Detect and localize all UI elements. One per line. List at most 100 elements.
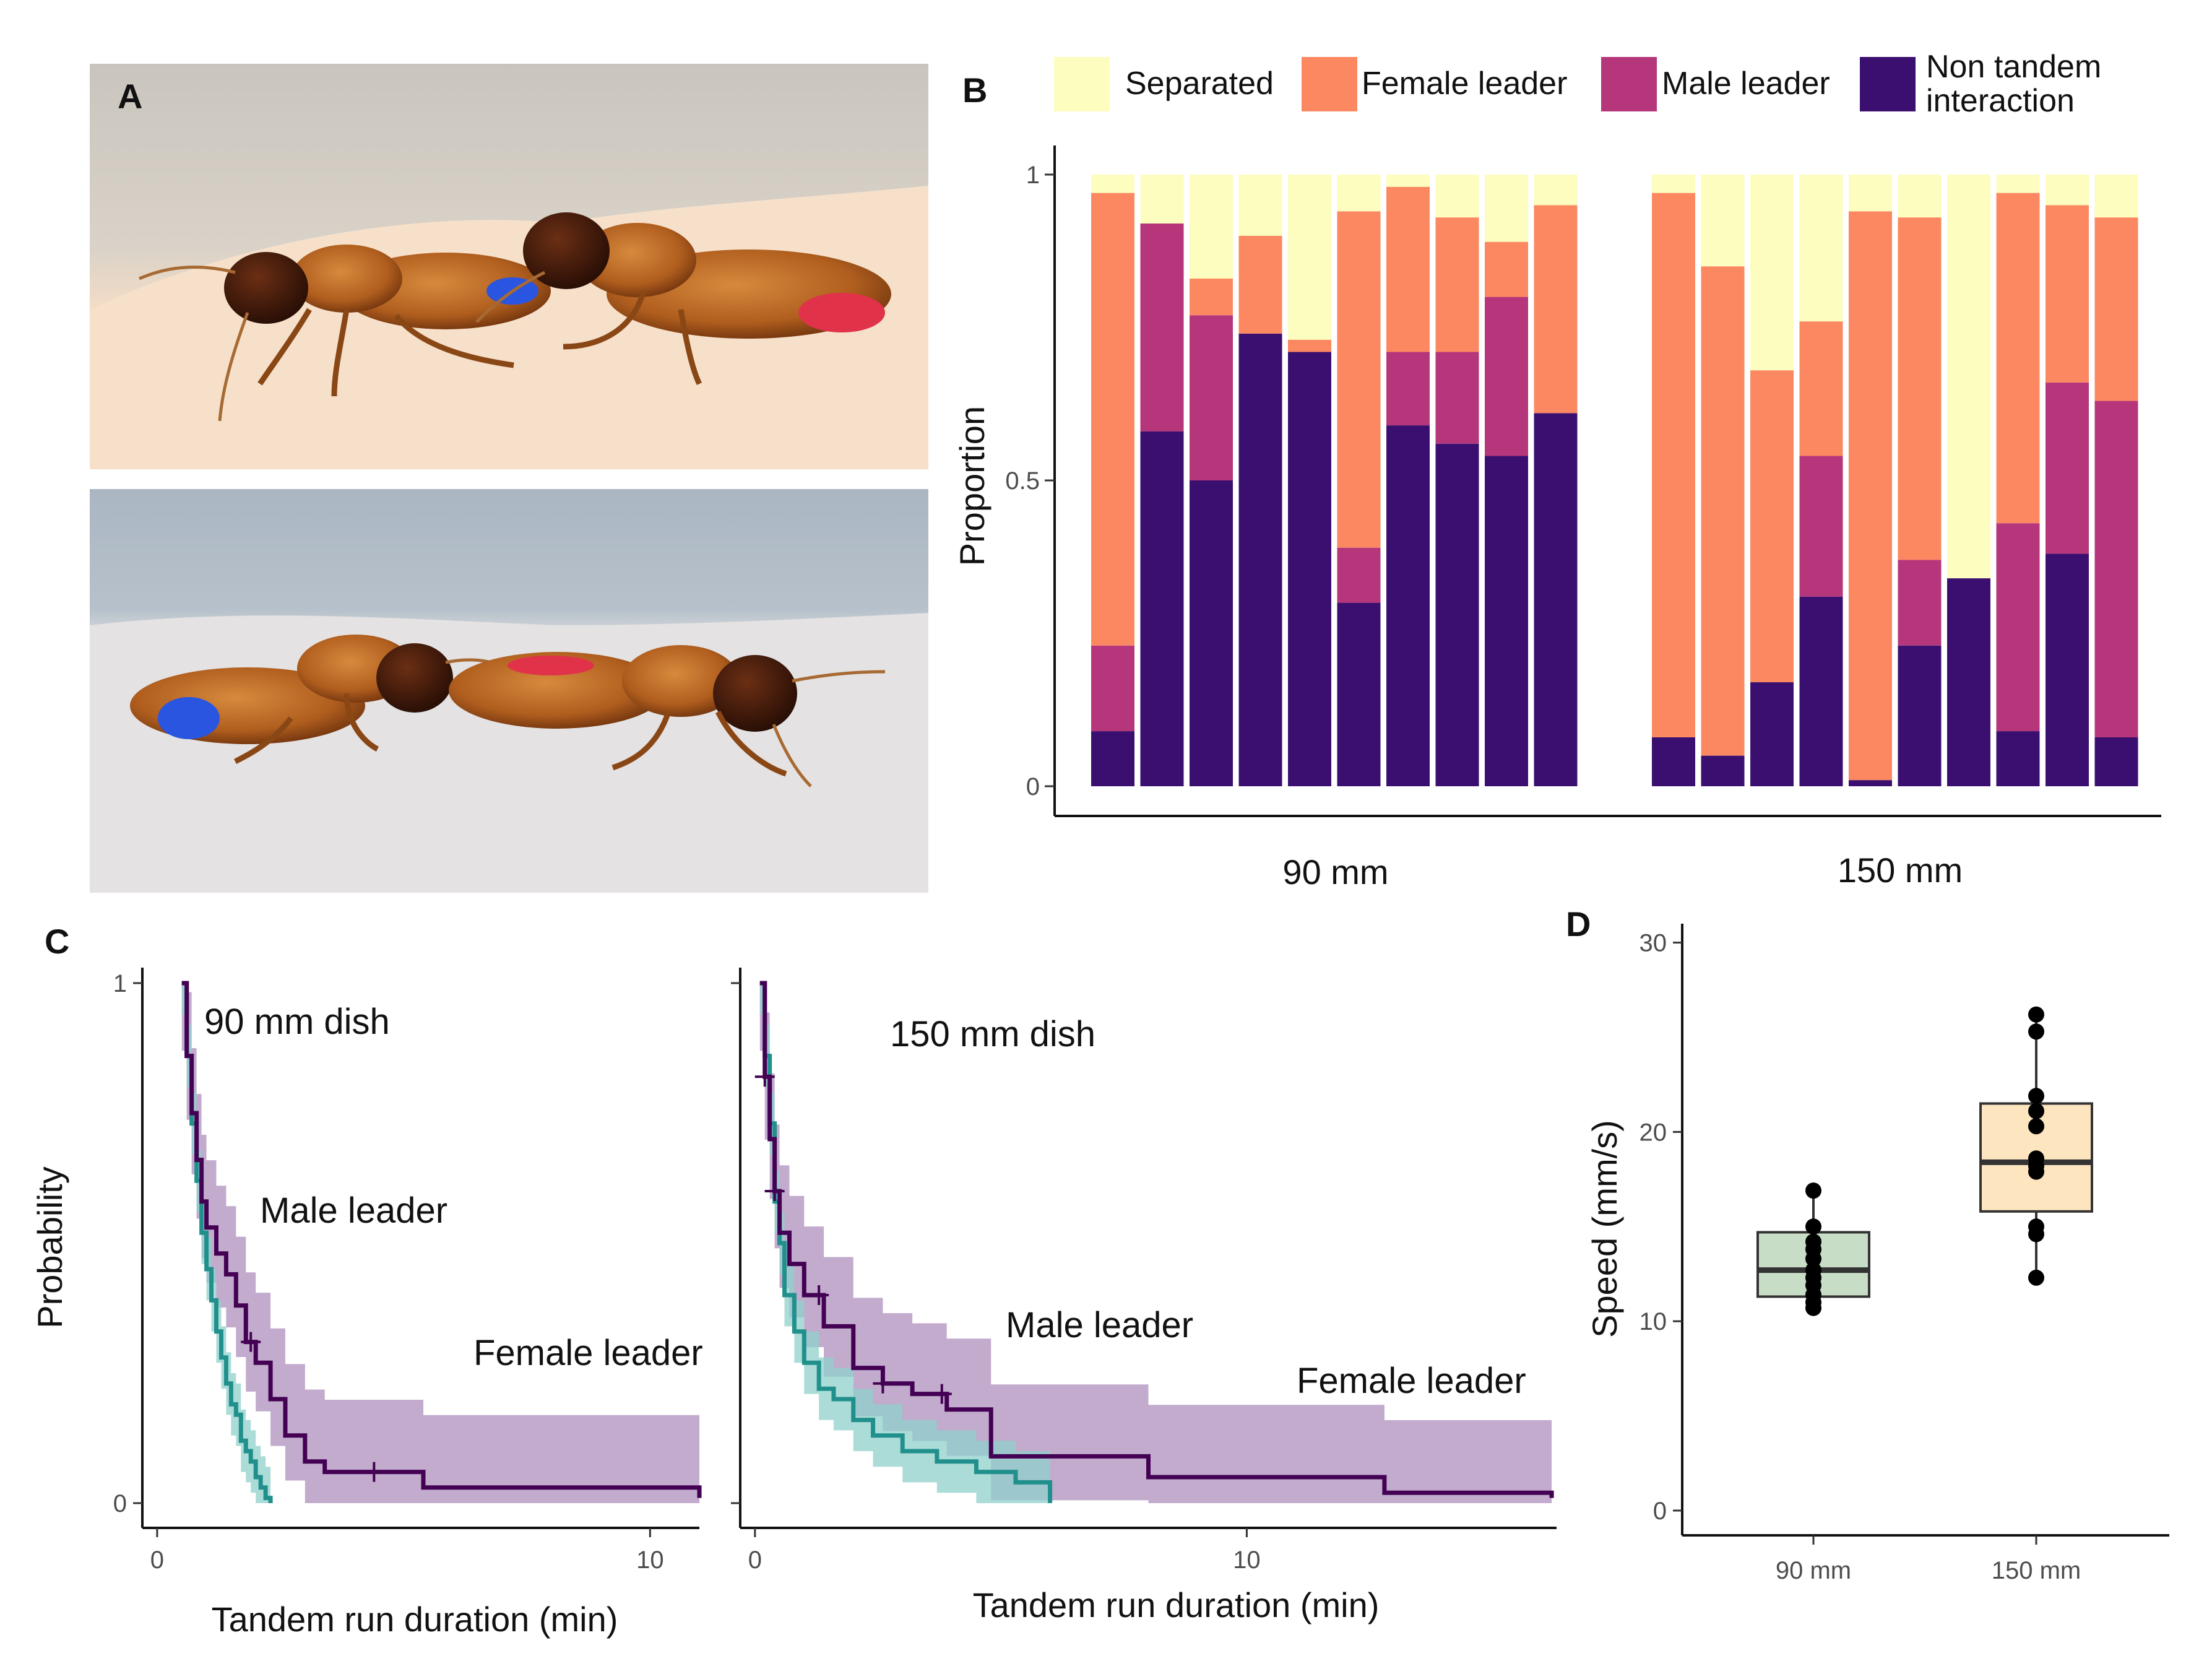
y-tick-label: 30 xyxy=(1640,930,1667,957)
bar-segment-separated xyxy=(1652,175,1695,193)
bar-segment-female-leader xyxy=(1485,241,1528,297)
termite-with-red-mark xyxy=(475,212,891,386)
x-axis-title: Tandem run duration (min) xyxy=(212,1600,618,1639)
y-tick-label: 1 xyxy=(1026,162,1040,189)
bar-segment-female-leader xyxy=(1996,193,2040,524)
data-point xyxy=(2028,1118,2044,1135)
y-axis-title: Speed (mm/s) xyxy=(1585,1120,1624,1338)
bar-segment-male-leader xyxy=(1386,352,1430,426)
box-plot: 0 10 20 30 Speed (mm/s) 90 mm 150 mm xyxy=(1585,924,2169,1584)
bar-segment-female-leader xyxy=(1386,186,1430,352)
plot-subtitle: 90 mm dish xyxy=(204,1002,390,1042)
legend-label: Male leader xyxy=(1662,66,1830,102)
legend-swatch xyxy=(1601,57,1657,111)
censor-mark xyxy=(931,1384,952,1404)
bar-segment-separated xyxy=(1386,175,1430,187)
bar-segment-non-tandem-interaction xyxy=(1701,755,1745,786)
bars xyxy=(1091,175,2138,786)
bar-segment-male-leader xyxy=(1190,315,1233,480)
data-point xyxy=(2028,1218,2044,1235)
survival-plot-90mm: 0 10 0 1 Probability Tandem run duration (min… xyxy=(30,968,702,1639)
bar-segment-male-leader xyxy=(2046,382,2089,554)
bar-segment-non-tandem-interaction xyxy=(2094,737,2138,786)
bar-segment-male-leader xyxy=(1435,352,1479,444)
plot-subtitle: 150 mm dish xyxy=(890,1014,1095,1054)
bar-segment-female-leader xyxy=(1288,339,1331,352)
legend-label: Non tandem xyxy=(1926,49,2101,85)
bar-segment-non-tandem-interaction xyxy=(1996,731,2040,786)
bar-segment-non-tandem-interaction xyxy=(1288,352,1331,786)
panel-letter-b: B xyxy=(962,71,987,110)
bar-segment-non-tandem-interaction xyxy=(1337,602,1381,786)
y-tick-label: 0 xyxy=(1026,773,1040,800)
y-tick-label: 0.5 xyxy=(1005,467,1040,495)
bar-segment-female-leader xyxy=(1701,266,1745,756)
bar-segment-non-tandem-interaction xyxy=(1386,425,1430,786)
panel-d-box-plot: D 0 10 20 30 Speed (mm/s) 90 mm 150 mm xyxy=(1566,904,2169,1584)
data-point xyxy=(2028,1023,2044,1040)
bar-segment-non-tandem-interaction xyxy=(1652,737,1695,786)
data-point xyxy=(2028,1103,2044,1119)
bar-segment-separated xyxy=(1337,175,1381,212)
survival-curve-male-leader xyxy=(181,981,273,1503)
confidence-band-female-leader xyxy=(181,983,700,1503)
termite-with-blue-mark xyxy=(139,245,551,422)
bar-segment-male-leader xyxy=(1996,523,2040,732)
bar-segment-separated xyxy=(1799,175,1843,322)
censor-mark xyxy=(809,1285,829,1305)
panel-b-stacked-bar-chart: B Separated Female leader Male leader Non t… xyxy=(953,49,2161,891)
censor-mark xyxy=(364,1462,384,1482)
bar-segment-male-leader xyxy=(1091,645,1134,732)
bar-segment-female-leader xyxy=(2094,217,2138,401)
bar-segment-male-leader xyxy=(1140,223,1184,432)
panel-letter-a: A xyxy=(118,77,142,116)
annotation-male-leader: Male leader xyxy=(260,1190,447,1231)
survival-curve-female-leader xyxy=(759,981,1554,1498)
bar-segment-male-leader xyxy=(1898,560,1942,646)
bar-segment-non-tandem-interaction xyxy=(1091,731,1134,786)
bar-segment-female-leader xyxy=(1799,321,1843,456)
x-tick-label: 90 mm xyxy=(1776,1557,1851,1584)
data-point xyxy=(1805,1182,1821,1199)
bar-segment-female-leader xyxy=(1091,193,1134,646)
legend-swatch xyxy=(1054,57,1110,111)
x-tick-label: 0 xyxy=(748,1546,762,1574)
bar-segment-non-tandem-interaction xyxy=(1435,443,1479,786)
y-tick-label: 0 xyxy=(1653,1498,1667,1525)
x-tick-label: 150 mm xyxy=(1992,1557,2081,1584)
legend-label: interaction xyxy=(1926,83,2075,119)
panel-letter-d: D xyxy=(1566,904,1591,943)
y-tick-label: 1 xyxy=(113,970,127,997)
annotation-female-leader: Female leader xyxy=(1297,1361,1526,1401)
bar-segment-female-leader xyxy=(1652,193,1695,737)
bar-segment-non-tandem-interaction xyxy=(1750,682,1794,786)
legend-label: Separated xyxy=(1125,66,1274,102)
bar-segment-female-leader xyxy=(1750,370,1794,683)
bar-segment-separated xyxy=(1701,175,1745,267)
axes: 0 0.5 1 Proportion 90 mm 150 mm xyxy=(953,145,2161,891)
y-axis-title: Proportion xyxy=(953,406,992,566)
data-point xyxy=(2028,1088,2044,1104)
bar-segment-female-leader xyxy=(1534,205,1578,414)
bar-segment-separated xyxy=(1140,175,1184,224)
bar-segment-non-tandem-interaction xyxy=(1140,431,1184,786)
bar-segment-male-leader xyxy=(1799,456,1843,597)
x-tick-label: 10 xyxy=(636,1546,664,1574)
bar-segment-female-leader xyxy=(1190,278,1233,316)
bar-segment-separated xyxy=(1996,175,2040,193)
x-axis-title: Tandem run duration (min) xyxy=(973,1585,1380,1624)
bar-segment-separated xyxy=(1091,175,1134,193)
legend-swatch xyxy=(1860,57,1916,111)
y-tick-label: 20 xyxy=(1640,1119,1667,1146)
survival-curve-female-leader xyxy=(181,981,702,1498)
data-point xyxy=(1805,1262,1821,1278)
censor-mark xyxy=(241,1332,261,1352)
bar-segment-female-leader xyxy=(1238,235,1282,334)
bar-segment-separated xyxy=(1485,175,1528,242)
bar-segment-separated xyxy=(1898,175,1942,218)
group-label-150mm: 150 mm xyxy=(1838,851,1963,890)
bar-segment-non-tandem-interaction xyxy=(1190,480,1233,786)
bar-segment-male-leader xyxy=(2094,401,2138,737)
data-point xyxy=(2028,1150,2044,1167)
bar-segment-separated xyxy=(1435,175,1479,218)
